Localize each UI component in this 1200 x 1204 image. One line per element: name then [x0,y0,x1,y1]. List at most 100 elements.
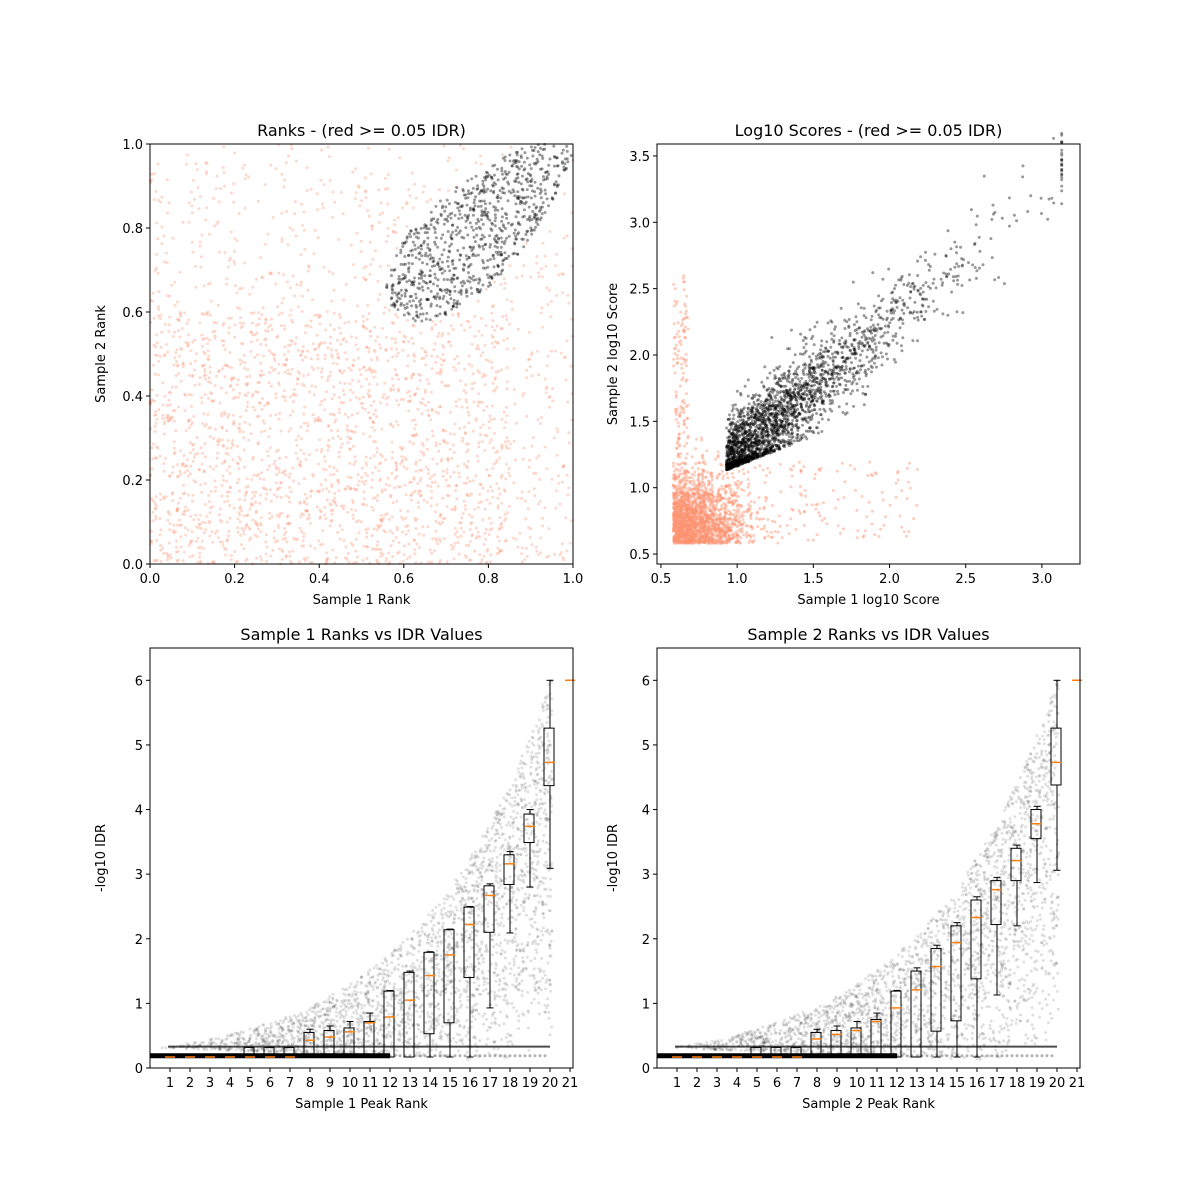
red-point [391,321,394,324]
red-point [897,470,900,473]
red-point [368,350,371,353]
red-point [264,497,267,500]
red-point [770,536,773,539]
red-point [317,236,320,239]
red-point [197,207,200,210]
red-point [458,398,461,401]
red-point [528,331,531,334]
red-point [199,546,202,549]
red-point [752,534,755,537]
red-point [443,537,446,540]
red-point [411,172,414,175]
red-point [567,493,570,496]
red-point [545,386,548,389]
black-point [456,300,459,303]
red-point [728,534,731,537]
red-point [266,233,269,236]
red-point [168,542,171,545]
red-point [278,471,281,474]
black-point [513,194,516,197]
red-point [184,492,187,495]
red-point [199,266,202,269]
red-point [315,449,318,452]
red-point [826,522,829,525]
red-point [535,546,538,549]
red-point [302,513,305,516]
red-point [329,524,332,527]
red-point [284,371,287,374]
red-point [482,409,485,412]
red-point [499,549,502,552]
red-point [401,207,404,210]
black-point [486,259,489,262]
red-point [437,450,440,453]
red-point [496,325,499,328]
red-point [341,443,344,446]
red-point [484,532,487,535]
red-point [798,461,801,464]
red-point [506,387,509,390]
red-point [794,528,797,531]
red-point [422,357,425,360]
red-point [204,219,207,222]
red-point [363,267,366,270]
red-point [320,376,323,379]
red-point [289,314,292,317]
red-point [376,356,379,359]
red-point [275,481,278,484]
red-point [304,559,307,562]
red-point [490,522,493,525]
black-point [539,188,542,191]
red-point [371,225,374,228]
red-point [672,497,675,500]
red-point [381,489,384,492]
red-point [395,462,398,465]
red-point [460,516,463,519]
red-point [742,468,745,471]
red-point [163,395,166,398]
red-point [561,481,564,484]
red-point [201,463,204,466]
red-point [226,495,229,498]
red-point [385,483,388,486]
red-point [233,550,236,553]
red-point [277,381,280,384]
red-point [286,281,289,284]
red-point [695,438,698,441]
red-point [297,482,300,485]
red-point [254,333,257,336]
red-point [151,446,154,449]
red-point [507,471,510,474]
red-point [200,491,203,494]
red-point [371,258,374,261]
red-point [750,512,753,515]
red-point [467,421,470,424]
red-point [834,507,837,510]
black-point [504,176,507,179]
red-point [766,467,769,470]
red-point [283,185,286,188]
red-point [333,500,336,503]
red-point [501,445,504,448]
black-point [441,272,444,275]
red-point [804,489,807,492]
red-point [385,557,388,560]
red-point [285,495,288,498]
black-point [455,229,458,232]
red-point [193,479,196,482]
red-point [375,383,378,386]
red-point [395,247,398,250]
red-point [189,441,192,444]
red-point [379,347,382,350]
black-point [399,251,402,254]
red-point [236,462,239,465]
red-point [298,561,301,564]
black-point [546,197,549,200]
red-point [686,437,689,440]
red-point [184,394,187,397]
red-point [456,465,459,468]
red-point [168,316,171,319]
red-point [384,458,387,461]
black-point [412,299,415,302]
red-point [567,486,570,489]
